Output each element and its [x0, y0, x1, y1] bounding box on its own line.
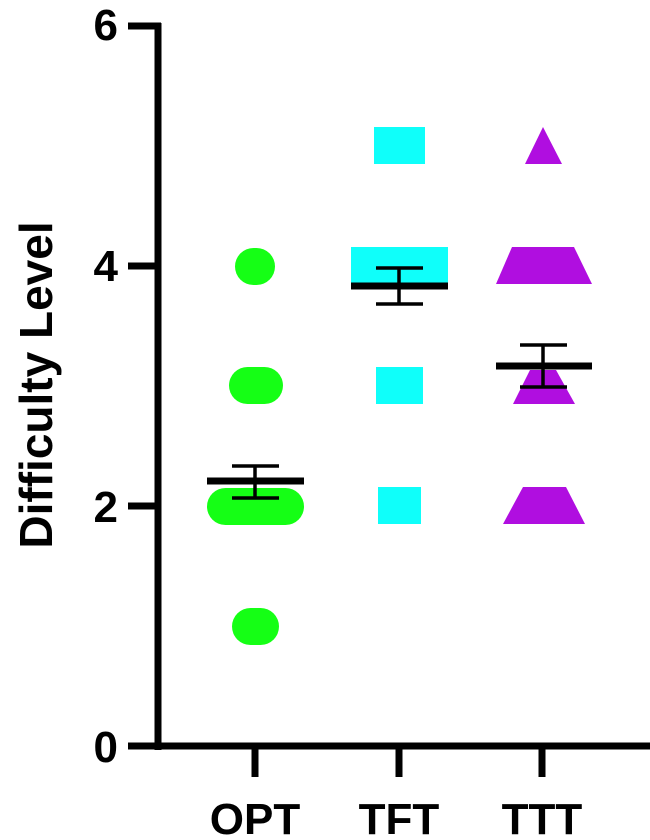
series-tft-points	[351, 127, 448, 524]
ttt-point-4	[496, 247, 592, 284]
y-tick-4: 4	[94, 242, 119, 291]
series-opt-points	[207, 248, 304, 645]
category-label-ttt: TTT	[502, 795, 583, 840]
opt-point-2	[207, 488, 304, 525]
y-tick-labels: 0 2 4 6	[94, 1, 119, 772]
tft-point-2	[378, 487, 421, 524]
y-tick-2: 2	[94, 483, 118, 532]
tft-point-5	[374, 127, 425, 164]
y-tick-0: 0	[94, 723, 118, 772]
category-label-tft: TFT	[359, 795, 440, 840]
tft-point-3	[376, 367, 423, 404]
y-axis-title: Difficulty Level	[10, 221, 62, 548]
series-ttt-points	[496, 127, 592, 524]
opt-point-3	[229, 367, 283, 404]
y-tick-6: 6	[94, 1, 118, 50]
x-tick-labels: OPT TFT TTT	[210, 795, 583, 840]
mean-sem-ttt	[496, 343, 592, 389]
mean-sem-opt	[207, 464, 304, 500]
ttt-point-2	[503, 487, 585, 524]
opt-point-4	[235, 248, 275, 285]
ttt-point-5	[525, 127, 562, 164]
opt-point-1	[232, 608, 279, 645]
mean-sem-tft	[351, 266, 448, 306]
category-label-opt: OPT	[210, 795, 301, 840]
axes	[128, 22, 650, 777]
